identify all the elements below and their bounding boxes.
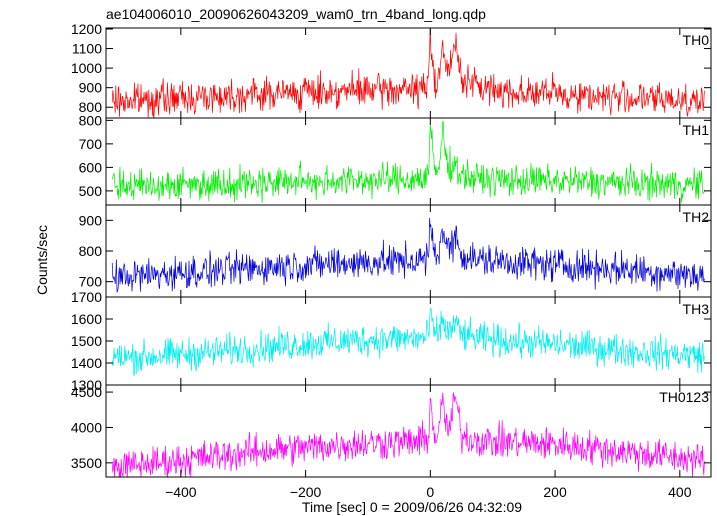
panels-group: 800 900 1000 1100 1200 TH0 500 600 700 800 TH1 700 8… bbox=[71, 21, 712, 478]
y-tick-label: 700 bbox=[79, 274, 103, 290]
chart-title: ae104006010_20090626043209_wam0_trn_4ban… bbox=[106, 6, 486, 22]
panel-label-th0123: TH0123 bbox=[659, 389, 709, 405]
y-tick-label: 1700 bbox=[71, 289, 102, 305]
y-tick-label: 900 bbox=[79, 80, 103, 96]
panel-label-th0: TH0 bbox=[683, 32, 710, 48]
x-tick-label: −200 bbox=[290, 484, 322, 500]
y-tick-label: 600 bbox=[79, 159, 103, 175]
series-line-th0 bbox=[111, 28, 705, 118]
series-line-th1 bbox=[111, 120, 705, 204]
y-tick-label: 4000 bbox=[71, 419, 102, 435]
x-axis-title: Time [sec] 0 = 2009/06/26 04:32:09 bbox=[302, 499, 522, 515]
y-tick-label: 1200 bbox=[71, 21, 102, 37]
y-axis-title: Counts/sec bbox=[34, 225, 50, 295]
panel-label-th1: TH1 bbox=[683, 122, 710, 138]
x-tick-label: 0 bbox=[426, 484, 434, 500]
panel-frame bbox=[105, 384, 712, 478]
y-tick-label: 1100 bbox=[72, 41, 102, 57]
panel-label-th2: TH2 bbox=[683, 209, 710, 225]
x-axis: −400 −200 0 200 400 bbox=[165, 484, 692, 500]
y-tick-label: 700 bbox=[79, 136, 103, 152]
y-tick-label: 1500 bbox=[71, 333, 102, 349]
panel-th1: 500 600 700 800 TH1 bbox=[79, 112, 712, 206]
y-tick-label: 3500 bbox=[71, 455, 102, 471]
y-tick-label: 1600 bbox=[71, 311, 102, 327]
series-line-th2 bbox=[111, 217, 705, 293]
y-tick-label: 900 bbox=[79, 212, 103, 228]
panel-th3: 1300 1400 1500 1600 1700 TH3 bbox=[71, 289, 712, 393]
y-tick-label: 1000 bbox=[71, 60, 102, 76]
x-tick-label: 400 bbox=[668, 484, 692, 500]
y-tick-label: 1300 bbox=[71, 377, 102, 393]
x-tick-label: −400 bbox=[165, 484, 197, 500]
y-tick-label: 800 bbox=[79, 99, 103, 115]
series-line-th0123 bbox=[111, 392, 705, 477]
panel-th0: 800 900 1000 1100 1200 TH0 bbox=[71, 21, 712, 119]
y-tick-label: 800 bbox=[79, 112, 103, 128]
y-tick-label: 4500 bbox=[71, 384, 102, 400]
panel-frame bbox=[105, 27, 712, 119]
y-tick-label: 500 bbox=[79, 183, 103, 199]
y-tick-label: 1400 bbox=[71, 355, 102, 371]
y-tick-label: 800 bbox=[79, 243, 103, 259]
series-line-th3 bbox=[111, 307, 705, 376]
panel-label-th3: TH3 bbox=[683, 301, 710, 317]
x-tick-label: 200 bbox=[543, 484, 567, 500]
panel-th0123: 3500 4000 4500 TH0123 bbox=[71, 384, 712, 478]
panel-th2: 700 800 900 TH2 bbox=[79, 204, 712, 298]
